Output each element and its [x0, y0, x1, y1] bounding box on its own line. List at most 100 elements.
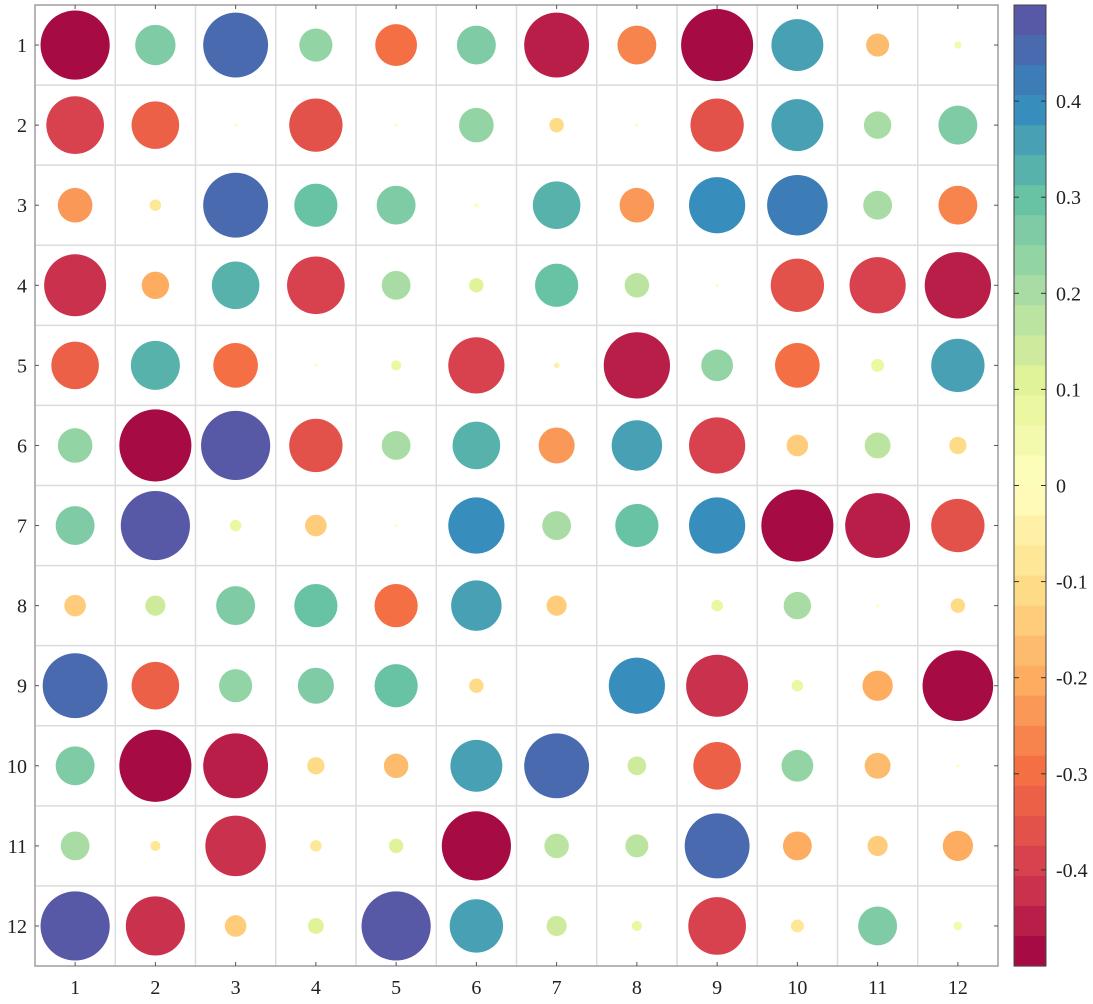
bubble-r12-c7: [546, 915, 567, 937]
bubble-r5-c5: [391, 360, 402, 371]
bubble-r11-c12: [942, 830, 974, 862]
x-tick-label: 4: [311, 977, 321, 999]
colorbar-tick-label: -0.3: [1056, 764, 1088, 786]
bubble-r10-c6: [450, 739, 503, 792]
y-tick-label: 2: [17, 115, 27, 137]
bubble-r11-c6: [441, 811, 511, 881]
bubble-r3-c4: [294, 183, 338, 227]
bubble-r5-c3: [213, 343, 258, 388]
bubble-r12-c3: [224, 915, 247, 937]
tick-layer: [35, 5, 998, 966]
bubble-r11-c10: [782, 831, 812, 861]
bubble-r8-c3: [216, 586, 256, 626]
bubble-r2-c3: [234, 123, 238, 127]
colorbar-segment: [1014, 215, 1046, 246]
bubble-r8-c10: [783, 591, 812, 620]
bubble-r7-c4: [305, 514, 327, 537]
bubble-r5-c8: [603, 332, 671, 399]
bubble-r6-c2: [119, 409, 192, 482]
y-tick-label: 10: [7, 756, 27, 778]
colorbar-tick-label: -0.4: [1056, 860, 1088, 882]
bubble-r1-c4: [299, 28, 333, 62]
bubble-r1-c7: [524, 12, 590, 78]
x-tick-label: 10: [787, 977, 807, 999]
bubble-r12-c4: [307, 918, 324, 934]
bubble-r7-c2: [120, 490, 190, 561]
bubble-r1-c2: [135, 24, 176, 66]
x-tick-label: 11: [868, 977, 887, 999]
y-tick-label: 5: [17, 355, 27, 377]
bubble-r8-c2: [145, 595, 166, 616]
bubble-layer: [40, 9, 994, 961]
bubble-r2-c11: [863, 111, 892, 139]
bubble-r9-c1: [42, 653, 108, 719]
bubble-r6-c1: [57, 428, 93, 463]
bubble-r11-c11: [867, 835, 888, 856]
x-tick-label: 8: [632, 977, 642, 999]
bubble-r1-c5: [375, 24, 418, 66]
bubble-r5-c2: [130, 340, 180, 390]
colorbar-segment: [1014, 5, 1046, 36]
bubble-r10-c10: [781, 749, 814, 782]
bubble-r6-c5: [381, 431, 411, 460]
bubble-r3-c7: [532, 181, 581, 229]
bubble-r12-c11: [858, 906, 898, 946]
colorbar-segment: [1014, 545, 1046, 577]
bubble-r7-c3: [229, 519, 242, 532]
x-tick-label: 2: [150, 977, 160, 999]
colorbar-segment: [1014, 35, 1046, 66]
bubble-r5-c1: [51, 341, 99, 390]
bubble-r7-c10: [761, 489, 834, 562]
bubble-r9-c8: [608, 657, 665, 714]
bubble-r4-c11: [849, 257, 906, 314]
bubble-r9-c9: [686, 654, 749, 717]
bubble-r6-c4: [289, 418, 343, 473]
bubble-r10-c12: [956, 764, 960, 768]
bubble-r4-c6: [469, 278, 484, 293]
colorbar-tick-label: 0.2: [1056, 283, 1081, 305]
bubble-r2-c4: [289, 98, 343, 152]
colorbar-segment: [1014, 245, 1046, 276]
bubble-r7-c6: [448, 497, 505, 554]
bubble-r2-c2: [131, 101, 180, 149]
bubble-r1-c1: [40, 10, 110, 80]
bubble-r12-c2: [125, 896, 185, 956]
colorbar-segment: [1014, 425, 1046, 457]
bubble-r3-c10: [767, 174, 828, 236]
x-tick-label: 12: [948, 977, 968, 999]
bubble-r4-c9: [715, 283, 719, 287]
bubble-r2-c6: [459, 107, 494, 143]
bubble-r6-c12: [949, 436, 967, 455]
bubble-r9-c11: [862, 670, 893, 701]
colorbar-segment: [1014, 305, 1046, 336]
colorbar-segment: [1014, 155, 1046, 186]
bubble-r7-c8: [615, 503, 659, 548]
y-tick-label: 9: [17, 676, 27, 698]
bubble-r7-c5: [394, 524, 398, 527]
bubble-r11-c1: [60, 831, 90, 861]
colorbar-tick-label: -0.2: [1056, 668, 1088, 690]
bubble-r3-c1: [57, 187, 93, 223]
bubble-r5-c12: [931, 338, 985, 393]
colorbar-segment: [1014, 185, 1046, 216]
bubble-r8-c6: [451, 580, 502, 631]
bubble-r10-c7: [524, 733, 590, 799]
colorbar-segment: [1014, 455, 1046, 487]
bubble-r9-c10: [791, 679, 804, 692]
bubble-r7-c11: [845, 493, 911, 558]
colorbar-tick-label: 0.3: [1056, 187, 1081, 209]
colorbar-tick-label: 0: [1056, 476, 1066, 498]
bubble-r9-c5: [374, 664, 418, 708]
y-tick-label: 7: [17, 516, 27, 538]
colorbar-tick-label: -0.1: [1056, 572, 1088, 594]
grid-layer: [35, 5, 998, 966]
bubble-r4-c5: [381, 270, 411, 300]
bubble-r2-c10: [771, 99, 824, 152]
x-tick-label: 6: [471, 977, 481, 999]
x-tick-label: 9: [712, 977, 722, 999]
bubble-r1-c3: [203, 12, 269, 78]
bubble-r7-c9: [689, 497, 746, 554]
bubble-r4-c8: [624, 273, 650, 298]
bubble-r11-c5: [388, 838, 404, 854]
